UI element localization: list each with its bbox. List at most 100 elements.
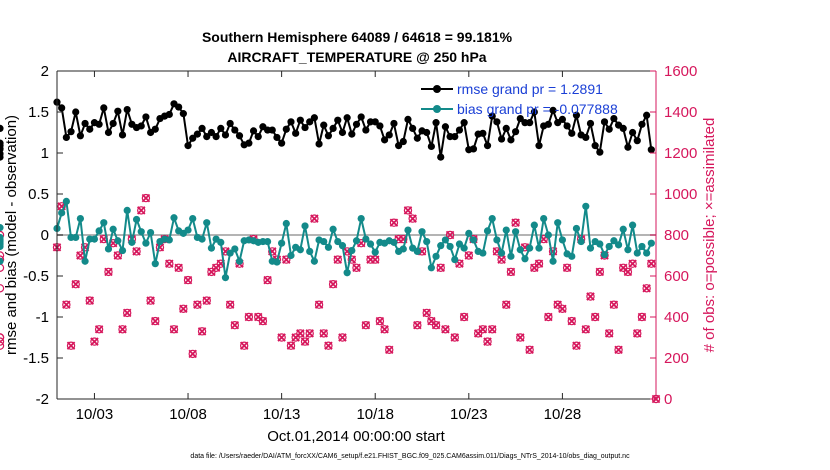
bias-point bbox=[273, 258, 281, 266]
bias-point bbox=[432, 252, 440, 260]
rmse-point bbox=[633, 137, 641, 145]
rmse-point bbox=[629, 128, 637, 137]
obs-assimilated-point bbox=[244, 312, 254, 322]
rmse-point bbox=[72, 108, 80, 116]
obs-assimilated-point bbox=[487, 325, 497, 334]
obs-assimilated-point bbox=[464, 251, 474, 260]
obs-possible-point bbox=[633, 329, 642, 338]
rmse-point bbox=[586, 119, 595, 128]
obs-assimilated-point bbox=[314, 300, 324, 309]
obs-assimilated-point bbox=[202, 296, 211, 305]
x-tick-label: 10/23 bbox=[450, 406, 488, 423]
rmse-point bbox=[619, 124, 627, 132]
obs-possible-point bbox=[375, 316, 385, 326]
rmse-point bbox=[273, 133, 281, 142]
bias-point bbox=[104, 245, 113, 253]
rmse-point bbox=[469, 145, 478, 153]
rmse-point bbox=[76, 132, 84, 140]
obs-assimilated-point bbox=[590, 312, 600, 322]
rmse-point bbox=[301, 123, 309, 132]
bias-point bbox=[624, 246, 632, 254]
obs-possible-point bbox=[642, 284, 651, 293]
obs-possible-point bbox=[183, 275, 193, 285]
obs-possible-point bbox=[619, 263, 628, 272]
obs-possible-point bbox=[151, 316, 160, 326]
rmse-point bbox=[497, 135, 506, 143]
rmse-point bbox=[203, 133, 211, 141]
obs-possible-point bbox=[118, 325, 127, 334]
obs-possible-point bbox=[483, 337, 492, 346]
rmse-point bbox=[231, 126, 239, 134]
rmse-point bbox=[596, 148, 604, 156]
obs-possible-point bbox=[188, 349, 197, 359]
obs-assimilated-point bbox=[179, 304, 188, 314]
bias-point bbox=[507, 252, 515, 260]
rmse-point bbox=[535, 142, 543, 150]
obs-assimilated-point bbox=[614, 345, 623, 355]
bias-point bbox=[437, 242, 445, 250]
bias-point bbox=[203, 219, 211, 227]
legend-bias-marker bbox=[433, 105, 441, 113]
obs-possible-point bbox=[0, 284, 5, 293]
series-lines bbox=[0, 98, 655, 282]
obs-possible-point bbox=[408, 214, 417, 223]
obs-possible-point bbox=[464, 251, 474, 260]
bias-point bbox=[568, 252, 576, 260]
bias-point bbox=[577, 237, 585, 246]
obs-possible-point bbox=[605, 329, 614, 338]
obs-possible-point bbox=[165, 259, 174, 268]
obs-possible-point bbox=[179, 304, 188, 313]
x-tick-label: 10/18 bbox=[356, 406, 394, 423]
obs-assimilated-point bbox=[628, 259, 637, 268]
obs-assimilated-point bbox=[408, 214, 417, 223]
obs-possible-point bbox=[581, 325, 591, 334]
rmse-point bbox=[58, 104, 66, 112]
obs-possible-point bbox=[197, 327, 207, 336]
rmse-point bbox=[0, 145, 4, 153]
obs-possible-point bbox=[558, 304, 567, 313]
rmse-point bbox=[507, 136, 515, 144]
rmse-point bbox=[329, 124, 337, 132]
rmse-point bbox=[296, 116, 304, 124]
bias-point bbox=[512, 228, 520, 236]
obs-possible-point bbox=[628, 259, 637, 268]
obs-assimilated-point bbox=[352, 263, 361, 273]
bias-point bbox=[502, 226, 510, 234]
obs-possible-point bbox=[534, 259, 544, 268]
bias-point bbox=[614, 241, 623, 249]
obs-assimilated-point bbox=[572, 341, 581, 350]
bias-point bbox=[81, 257, 89, 265]
bias-point bbox=[554, 219, 562, 227]
bias-point bbox=[137, 228, 145, 236]
legend-bias-label: bias grand pr = -0.077888 bbox=[457, 101, 618, 117]
obs-assimilated-point bbox=[483, 337, 492, 346]
rmse-point bbox=[184, 142, 192, 150]
rmse-point bbox=[605, 125, 613, 133]
rmse-point bbox=[343, 114, 351, 122]
obs-possible-point bbox=[614, 345, 623, 354]
bias-point bbox=[90, 235, 99, 243]
obs-possible-point bbox=[277, 333, 286, 342]
bias-point bbox=[404, 226, 412, 234]
obs-assimilated-point bbox=[328, 279, 338, 289]
rmse-point bbox=[390, 119, 398, 128]
obs-possible-point bbox=[647, 259, 656, 268]
bias-point bbox=[549, 257, 557, 265]
bias-point bbox=[399, 245, 407, 253]
y-tick-label: 1 bbox=[41, 145, 49, 162]
obs-possible-point bbox=[553, 300, 562, 309]
obs-assimilated-point bbox=[225, 300, 235, 309]
obs-assimilated-point bbox=[567, 316, 577, 326]
obs-possible-point bbox=[132, 247, 141, 256]
obs-assimilated-point bbox=[647, 259, 656, 268]
obs-possible-point bbox=[338, 333, 347, 342]
rmse-point bbox=[643, 111, 651, 119]
obs-possible-point bbox=[502, 300, 511, 309]
bias-point bbox=[221, 274, 230, 282]
rmse-point bbox=[100, 104, 108, 112]
obs-assimilated-point bbox=[85, 296, 94, 305]
obs-assimilated-point bbox=[562, 263, 572, 273]
obs-assimilated-point bbox=[286, 341, 296, 350]
bias-point bbox=[516, 246, 524, 254]
obs-assimilated-point bbox=[300, 337, 310, 346]
